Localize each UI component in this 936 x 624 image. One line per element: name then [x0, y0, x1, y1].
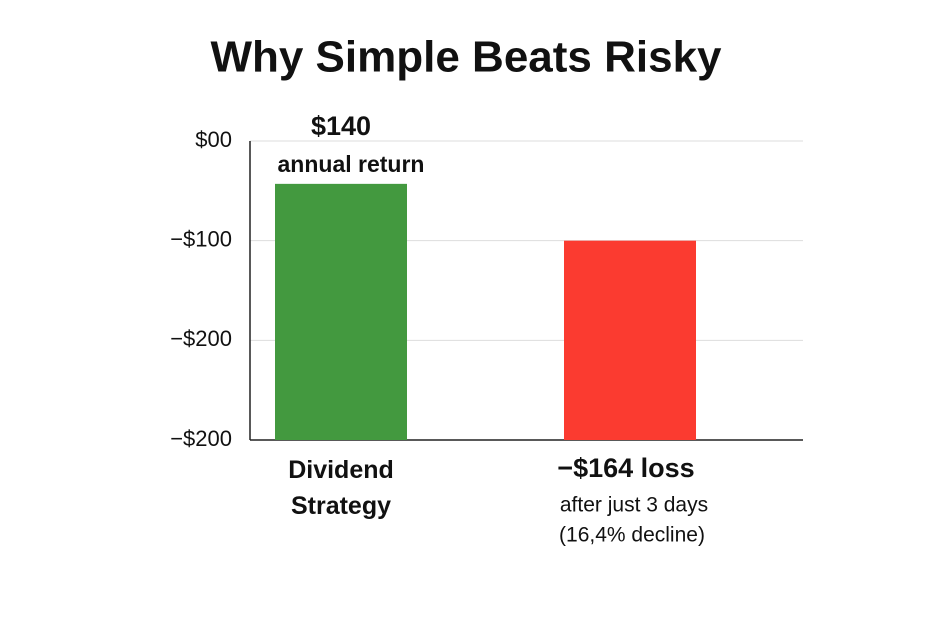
bar [564, 240, 696, 440]
annotation: −$164 loss [557, 453, 694, 483]
y-tick-label: $00 [195, 127, 232, 152]
y-tick-label: −$200 [170, 426, 232, 451]
annotation: (16,4% decline) [559, 524, 705, 547]
annotation: $140 [311, 111, 371, 141]
bar [275, 183, 407, 440]
y-tick-label: −$100 [170, 226, 232, 251]
annotation: after just 3 days [560, 494, 708, 517]
y-tick-label: −$200 [170, 326, 232, 351]
chart-title: Why Simple Beats Risky [210, 33, 722, 82]
annotation: annual return [278, 151, 425, 177]
x-tick-label: Dividend Strategy [288, 456, 394, 520]
